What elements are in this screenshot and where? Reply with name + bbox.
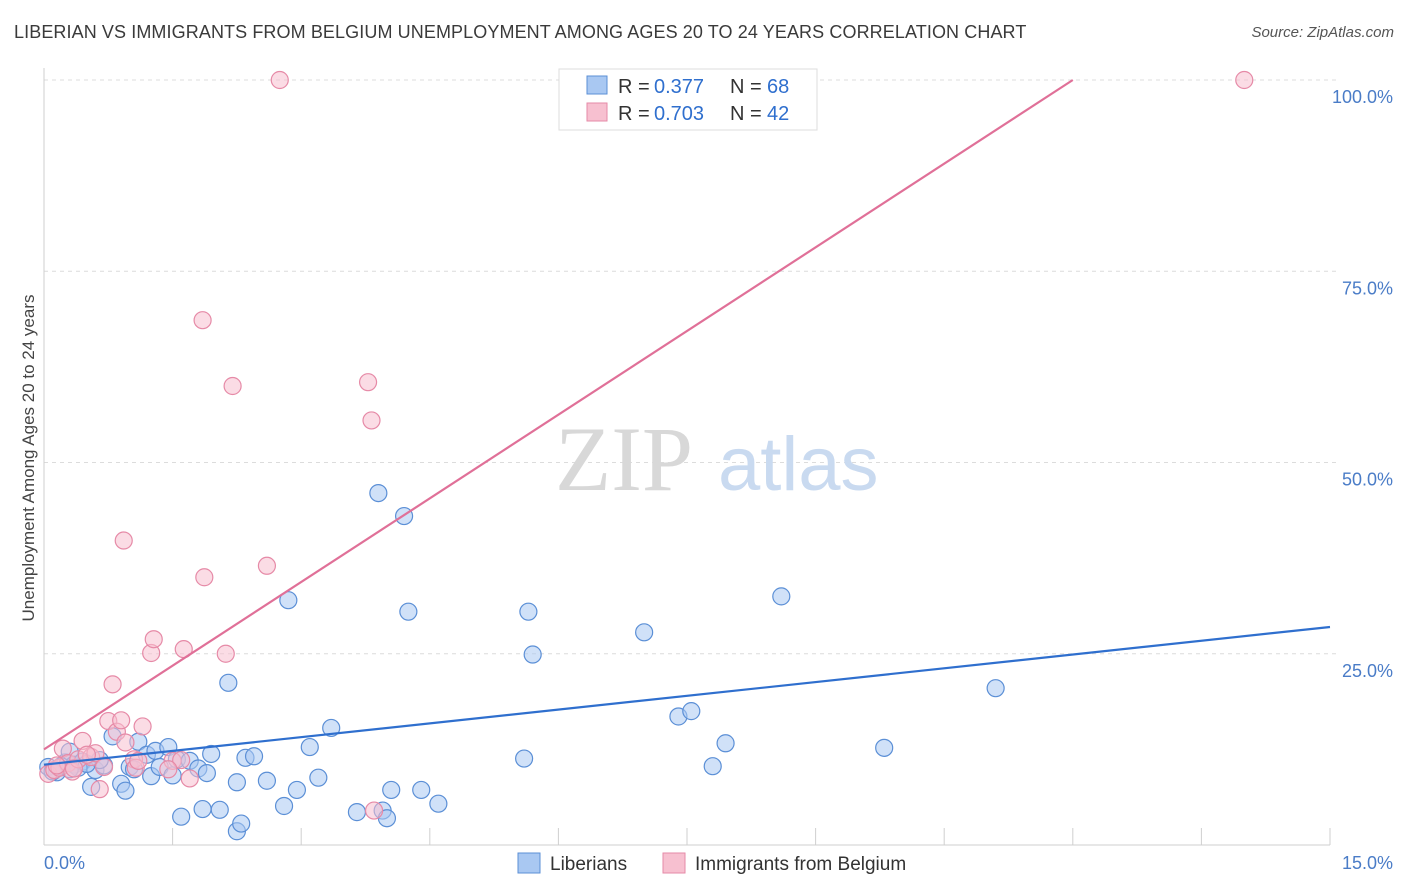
liberians-point-56 (703, 757, 722, 776)
liberians-point-42 (369, 484, 388, 503)
legend-r-value-liberians: 0.377 (654, 76, 704, 98)
liberians-point-55 (682, 702, 701, 721)
liberians-point-41 (347, 803, 367, 822)
liberians-point-26 (202, 744, 221, 764)
stats-legend: R = 0.377 N = 68 R = 0.703 N = 42 (558, 68, 818, 131)
series-legend-swatch-liberians (517, 852, 541, 874)
legend-n-label-belgium: N = (730, 103, 762, 125)
belgium-point-35 (364, 801, 384, 820)
liberians-point-40 (322, 718, 341, 738)
liberians-point-45 (382, 780, 401, 800)
legend-r-label-liberians: R = (618, 76, 650, 98)
liberians-point-49 (429, 794, 448, 813)
x-axis-ticks (43, 828, 1331, 845)
liberians-point-60 (986, 679, 1005, 698)
y-tick-label-75: 75.0% (1342, 278, 1393, 298)
liberians-point-47 (399, 602, 418, 621)
x-tick-max: 15.0% (1342, 853, 1393, 873)
watermark-atlas: atlas (718, 422, 879, 507)
liberians-points (39, 484, 1005, 841)
legend-swatch-belgium (586, 102, 608, 122)
belgium-point-38 (47, 756, 66, 775)
belgium-point-22 (144, 630, 163, 649)
belgium-point-10 (90, 780, 109, 799)
liberians-point-50 (515, 749, 534, 768)
liberians-point-48 (412, 780, 431, 800)
y-tick-label-50: 50.0% (1342, 470, 1393, 490)
liberians-point-31 (232, 814, 251, 833)
series-legend: Liberians Immigrants from Belgium (517, 852, 906, 875)
y-axis-title: Unemployment Among Ages 20 to 24 years (19, 295, 38, 622)
liberians-point-27 (210, 800, 229, 819)
y-tick-label-25: 25.0% (1342, 661, 1393, 681)
series-legend-swatch-belgium (662, 852, 686, 874)
liberians-point-59 (875, 738, 894, 757)
legend-n-label-liberians: N = (730, 76, 762, 98)
belgium-point-20 (133, 717, 152, 736)
belgium-trend-line (43, 79, 1074, 751)
liberians-point-33 (244, 747, 264, 766)
legend-r-label-belgium: R = (618, 103, 650, 125)
belgium-point-16 (114, 531, 133, 550)
belgium-point-28 (195, 568, 214, 587)
liberians-point-52 (523, 645, 542, 664)
legend-r-value-belgium: 0.703 (654, 103, 704, 125)
chart-title: LIBERIAN VS IMMIGRANTS FROM BELGIUM UNEM… (14, 22, 1027, 42)
liberians-point-53 (635, 623, 654, 642)
liberians-point-58 (772, 587, 791, 606)
liberians-point-25 (197, 763, 216, 783)
y-tick-labels: 25.0% 50.0% 75.0% 100.0% (1332, 87, 1393, 681)
liberians-point-21 (172, 807, 191, 826)
belgium-point-36 (1235, 70, 1254, 90)
x-tick-min: 0.0% (44, 853, 85, 873)
liberians-point-29 (227, 773, 246, 792)
liberians-point-28 (219, 673, 238, 692)
liberians-point-38 (300, 737, 319, 757)
belgium-point-34 (362, 411, 381, 430)
legend-n-value-belgium: 42 (767, 103, 789, 125)
liberians-point-24 (193, 799, 212, 819)
belgium-point-32 (270, 70, 289, 90)
belgium-point-30 (223, 376, 242, 396)
belgium-point-37 (103, 675, 122, 694)
belgium-point-26 (180, 769, 199, 788)
liberians-point-11 (116, 781, 135, 800)
series-legend-liberians: Liberians (550, 854, 627, 875)
belgium-point-31 (257, 556, 277, 575)
legend-n-value-liberians: 68 (767, 76, 789, 98)
liberians-point-51 (519, 602, 538, 621)
belgium-point-15 (116, 733, 135, 752)
belgium-point-24 (172, 750, 191, 770)
liberians-point-34 (257, 771, 277, 790)
legend-swatch-liberians (586, 75, 608, 95)
y-tick-label-100: 100.0% (1332, 87, 1393, 107)
belgium-point-11 (94, 757, 114, 777)
belgium-point-33 (358, 373, 378, 392)
liberians-point-39 (309, 768, 328, 787)
belgium-point-19 (129, 751, 148, 770)
liberians-point-35 (274, 796, 294, 816)
belgium-point-41 (159, 760, 178, 779)
belgium-point-14 (112, 711, 131, 730)
liberians-trend-line (43, 625, 1331, 766)
liberians-point-57 (716, 734, 735, 753)
belgium-point-39 (64, 759, 84, 778)
grid-lines (44, 79, 1340, 655)
source-label: Source: ZipAtlas.com (1251, 24, 1394, 41)
belgium-point-27 (193, 311, 212, 330)
belgium-point-29 (216, 644, 235, 663)
watermark-zip: ZIP (555, 408, 693, 510)
series-legend-belgium: Immigrants from Belgium (695, 854, 906, 875)
liberians-point-37 (287, 780, 307, 800)
